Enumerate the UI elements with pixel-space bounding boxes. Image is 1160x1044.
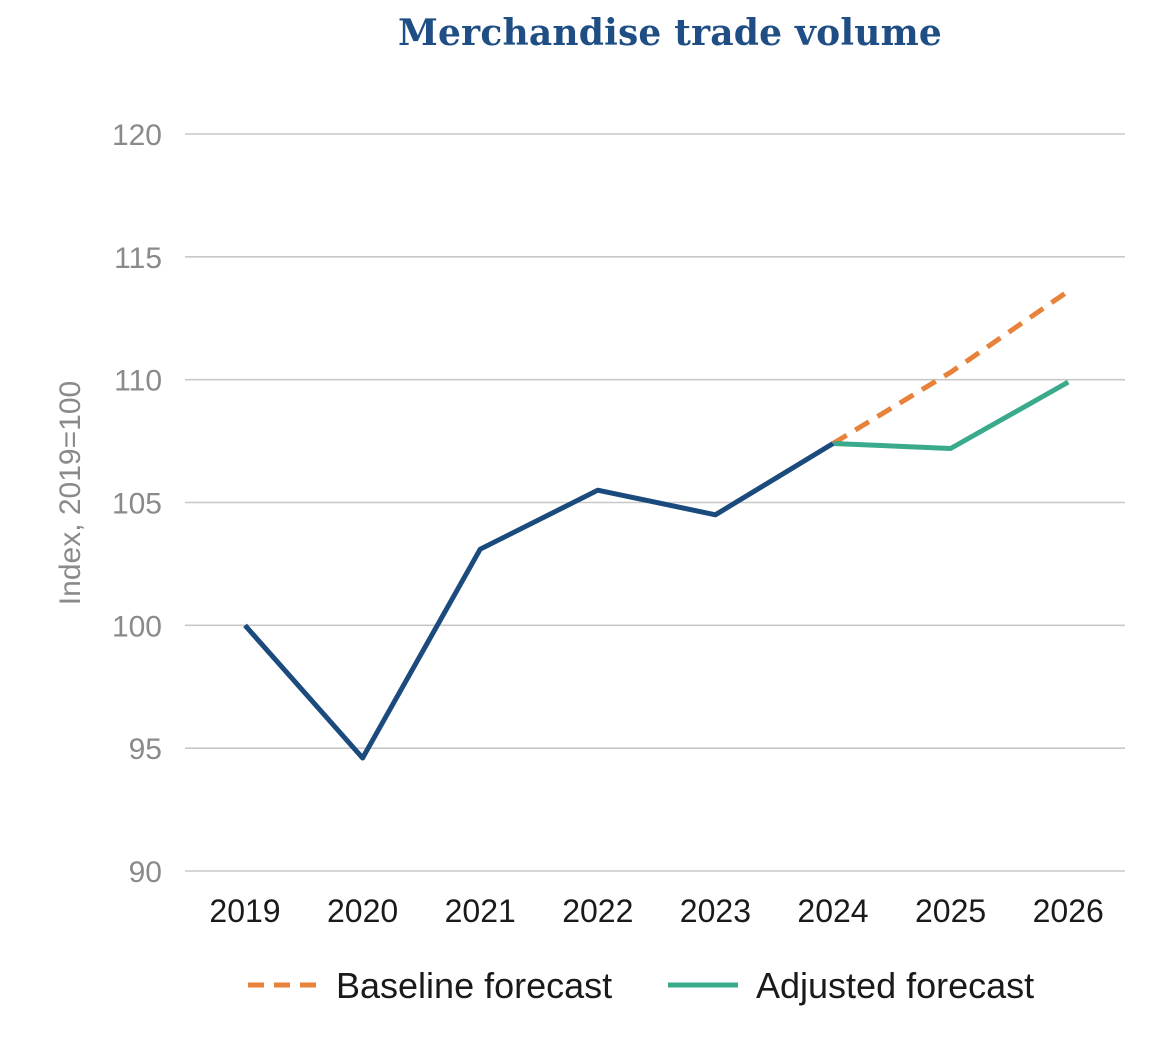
x-tick-label: 2025	[915, 893, 986, 929]
x-tick-label: 2022	[562, 893, 633, 929]
y-tick-label: 105	[112, 488, 162, 521]
legend: Baseline forecast Adjusted forecast	[248, 965, 1034, 1006]
y-tick-label: 95	[129, 733, 162, 766]
y-tick-label: 115	[114, 242, 162, 275]
x-axis-ticks: 2019 2020 2021 2022 2023 2024 2025 2026	[209, 893, 1103, 929]
y-tick-label: 90	[129, 856, 162, 889]
legend-label-baseline: Baseline forecast	[336, 965, 612, 1006]
series-line-actual	[243, 441, 835, 761]
x-tick-label: 2021	[445, 893, 516, 929]
x-tick-label: 2020	[327, 893, 398, 929]
gridlines	[185, 133, 1125, 872]
y-tick-label: 120	[112, 119, 162, 152]
y-axis-ticks: 90 95 100 105 110 115 120	[112, 119, 162, 889]
series-line-adjusted	[832, 379, 1070, 451]
legend-label-adjusted: Adjusted forecast	[756, 965, 1034, 1006]
chart-title: Merchandise trade volume	[398, 12, 942, 54]
x-tick-label: 2023	[680, 893, 751, 929]
x-tick-label: 2026	[1033, 893, 1104, 929]
y-tick-label: 110	[114, 365, 162, 398]
series-lines	[243, 289, 1070, 761]
y-tick-label: 100	[112, 610, 162, 643]
series-line-baseline	[831, 289, 1070, 446]
y-axis-label: Index, 2019=100	[54, 381, 87, 605]
x-tick-label: 2019	[209, 893, 280, 929]
x-tick-label: 2024	[797, 893, 868, 929]
